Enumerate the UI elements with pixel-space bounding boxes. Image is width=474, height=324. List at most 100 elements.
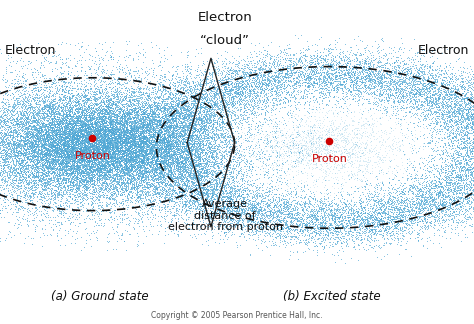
Point: [274, 223, 282, 228]
Point: [172, 91, 180, 96]
Point: [93, 147, 100, 152]
Point: [62, 117, 70, 122]
Point: [421, 173, 429, 178]
Point: [32, 131, 40, 136]
Point: [12, 122, 20, 127]
Point: [139, 156, 147, 161]
Point: [345, 213, 352, 218]
Point: [98, 181, 105, 186]
Point: [55, 111, 63, 117]
Point: [350, 77, 358, 83]
Point: [100, 127, 108, 133]
Point: [264, 84, 272, 89]
Point: [326, 62, 334, 67]
Point: [407, 68, 414, 74]
Point: [109, 98, 117, 104]
Point: [133, 155, 140, 160]
Point: [209, 145, 217, 151]
Point: [14, 124, 22, 129]
Point: [154, 158, 161, 164]
Point: [394, 139, 401, 144]
Point: [77, 171, 85, 176]
Point: [357, 76, 365, 81]
Point: [260, 154, 268, 159]
Point: [90, 146, 98, 151]
Point: [171, 149, 179, 154]
Point: [274, 226, 282, 231]
Point: [156, 163, 164, 168]
Point: [200, 144, 207, 149]
Point: [90, 142, 98, 147]
Point: [100, 163, 108, 168]
Point: [309, 230, 316, 235]
Point: [366, 239, 374, 245]
Point: [240, 155, 248, 160]
Point: [349, 194, 357, 199]
Point: [96, 88, 103, 93]
Point: [394, 88, 401, 93]
Point: [81, 176, 89, 181]
Point: [343, 103, 350, 108]
Point: [131, 76, 138, 81]
Point: [273, 87, 281, 92]
Point: [339, 93, 346, 98]
Point: [80, 182, 88, 188]
Point: [422, 105, 430, 110]
Point: [36, 154, 43, 159]
Point: [107, 147, 114, 152]
Point: [244, 82, 251, 87]
Point: [91, 91, 99, 97]
Point: [149, 177, 156, 182]
Point: [184, 138, 192, 143]
Point: [74, 118, 82, 123]
Point: [441, 136, 448, 141]
Point: [340, 227, 348, 232]
Point: [428, 84, 436, 89]
Point: [183, 105, 191, 110]
Point: [26, 122, 34, 127]
Point: [423, 202, 430, 207]
Point: [190, 173, 198, 178]
Point: [310, 222, 317, 227]
Point: [146, 130, 154, 135]
Point: [136, 108, 144, 113]
Point: [212, 124, 219, 130]
Point: [91, 156, 99, 161]
Point: [322, 231, 329, 237]
Point: [82, 84, 89, 89]
Point: [377, 216, 385, 222]
Point: [9, 184, 16, 190]
Point: [337, 192, 345, 198]
Point: [102, 139, 110, 144]
Point: [40, 150, 48, 155]
Point: [314, 208, 322, 213]
Point: [47, 109, 55, 114]
Point: [133, 190, 141, 195]
Point: [153, 147, 160, 152]
Point: [71, 152, 78, 157]
Point: [253, 191, 261, 196]
Point: [134, 86, 142, 91]
Point: [200, 114, 207, 119]
Point: [359, 71, 366, 76]
Point: [84, 137, 92, 142]
Point: [108, 133, 115, 139]
Point: [183, 164, 191, 169]
Point: [453, 144, 460, 149]
Point: [194, 151, 202, 156]
Point: [69, 134, 77, 139]
Point: [78, 159, 85, 165]
Point: [421, 87, 428, 92]
Point: [175, 154, 183, 159]
Point: [411, 175, 419, 180]
Point: [392, 203, 399, 209]
Point: [449, 135, 457, 140]
Point: [163, 144, 171, 149]
Point: [457, 187, 465, 192]
Point: [439, 207, 447, 212]
Point: [144, 157, 152, 162]
Point: [57, 156, 65, 161]
Point: [377, 122, 384, 127]
Point: [116, 106, 123, 111]
Point: [163, 153, 170, 158]
